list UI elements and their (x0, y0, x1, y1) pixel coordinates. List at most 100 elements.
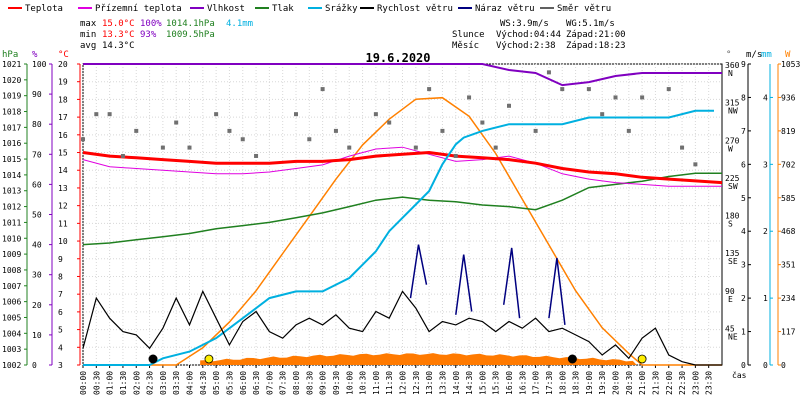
x-tick-label: 20:30 (625, 371, 634, 395)
solar-tick-label: 1053 (781, 60, 800, 69)
x-tick-label: 14:00 (452, 371, 461, 395)
stats-temperature: 14.3°C (102, 41, 135, 51)
stats-humidity: 93% (140, 30, 157, 40)
wind-speed-line (82, 289, 722, 366)
x-tick-label: 02:00 (132, 371, 141, 395)
hum-tick-label: 30 (32, 271, 42, 280)
wind-direction-point (586, 87, 591, 92)
hpa-tick-label: 1017 (2, 123, 21, 132)
x-axis-label: čas (732, 370, 747, 380)
dir-tick-label: 90 (725, 287, 735, 296)
right-axes: 360N315NW270W225SW180S135SE90E45NE°98765… (725, 50, 800, 370)
wind-direction-point (533, 128, 538, 133)
x-tick-label: 01:00 (106, 371, 115, 395)
x-tick-label: 22:30 (678, 371, 687, 395)
dir-tick-label: 180 (725, 212, 740, 221)
wind-direction-point (453, 153, 458, 158)
x-tick-label: 09:00 (319, 371, 328, 395)
x-tick-label: 06:30 (252, 371, 261, 395)
hpa-tick-label: 1010 (2, 234, 21, 243)
x-tick-label: 04:00 (186, 371, 195, 395)
wind-direction-point (240, 137, 245, 142)
x-tick-label: 23:30 (705, 371, 714, 395)
hpa-tick-label: 1002 (2, 361, 21, 370)
x-tick-label: 17:30 (545, 371, 554, 395)
solar-tick-label: 702 (781, 160, 796, 169)
temp-tick-label: 19 (58, 78, 68, 87)
x-tick-label: 05:30 (225, 371, 234, 395)
wind-direction-point (81, 137, 85, 142)
hpa-tick-label: 1009 (2, 250, 21, 259)
temp-tick-label: 4 (58, 343, 63, 352)
solar-tick-label: 0 (781, 361, 786, 370)
solar-radiation-line (83, 96, 722, 366)
wind-direction-point (160, 145, 165, 150)
x-tick-label: 18:00 (558, 371, 567, 395)
hpa-tick-label: 1012 (2, 203, 21, 212)
wind-direction-point (294, 112, 298, 117)
temp-tick-label: 9 (58, 255, 63, 264)
wind-unit-label: m/s (746, 50, 762, 60)
rain-tick-label: 4 (763, 93, 768, 102)
hum-tick-label: 90 (32, 90, 42, 99)
rain-line (83, 109, 714, 366)
solar-tick-label: 117 (781, 328, 796, 337)
stats-pressure: 1014.1hPa (166, 19, 215, 29)
wind-direction-point (600, 112, 605, 117)
x-tick-label: 14:30 (465, 371, 474, 395)
wind-direction-point (493, 145, 498, 150)
hpa-tick-label: 1020 (2, 76, 21, 85)
wind-direction-point (373, 112, 378, 117)
temp-tick-label: 16 (58, 131, 68, 140)
hum-tick-label: 80 (32, 120, 42, 129)
stats-temperature: 15.0°C (102, 19, 135, 29)
hum-tick-label: 20 (32, 301, 42, 310)
wind-gust-summary: WG:5.1m/s (566, 19, 615, 29)
dir-tick-label: 45 (725, 324, 735, 333)
legend-label: Směr větru (557, 4, 611, 14)
x-tick-label: 08:00 (292, 371, 301, 395)
legend-label: Teplota (25, 4, 63, 14)
hpa-tick-label: 1004 (2, 329, 21, 338)
stats-humidity: 100% (140, 19, 162, 29)
x-tick-label: 16:30 (518, 371, 527, 395)
legend-label: Rychlost větru (377, 4, 453, 14)
sunrise-time: Východ:04:44 (496, 30, 561, 40)
wind-tick-label: 3 (741, 261, 746, 270)
x-tick-label: 09:30 (332, 371, 341, 395)
x-tick-label: 21:30 (651, 371, 660, 395)
hpa-tick-label: 1018 (2, 108, 21, 117)
legend-label: Tlak (272, 4, 294, 14)
rain-tick-label: 2 (763, 227, 768, 236)
dir-compass-label: N (728, 69, 733, 78)
sunrise-sunset-marker (204, 354, 214, 364)
wind-gust-line (409, 244, 428, 299)
wind-direction-point (347, 145, 352, 150)
wind-direction-point (467, 95, 472, 100)
wind-tick-label: 5 (741, 194, 746, 203)
wind-direction-point (440, 128, 445, 133)
stats-row-label: max (80, 19, 97, 29)
wind-tick-label: 1 (741, 328, 746, 337)
temperature-line (82, 150, 723, 185)
x-tick-label: 10:00 (345, 371, 354, 395)
wind-direction-point (107, 112, 112, 117)
moonrise-time: Východ:2:38 (496, 41, 556, 51)
wind-direction-point (254, 153, 259, 158)
solar-band (200, 353, 637, 365)
wind-direction-point (174, 120, 179, 125)
stats-panel: max 15.0°C 100% 1014.1hPa 4.1mm min 13.3°C 93% 1… (80, 19, 253, 51)
x-tick-label: 07:30 (279, 371, 288, 395)
wind-direction-point (333, 128, 338, 133)
wind-direction-point (546, 70, 551, 75)
x-tick-label: 07:00 (265, 371, 274, 395)
chart-title: 19.6.2020 (365, 51, 430, 65)
hpa-tick-label: 1015 (2, 155, 21, 164)
wind-direction-point (214, 112, 219, 117)
temp-tick-label: 12 (58, 202, 68, 211)
left-axes: 1021102010191018101710161015101410131012… (2, 50, 81, 370)
hum-unit-label: % (32, 50, 38, 60)
wind-tick-label: 4 (741, 227, 746, 236)
x-tick-label: 13:30 (438, 371, 447, 395)
wind-speed-summary: WS:3.9m/s (500, 19, 549, 29)
